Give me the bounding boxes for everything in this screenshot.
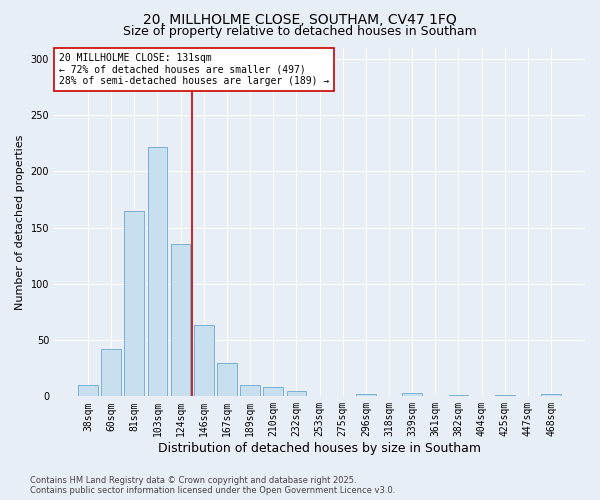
Bar bbox=[449, 395, 468, 396]
Y-axis label: Number of detached properties: Number of detached properties bbox=[15, 134, 25, 310]
Bar bbox=[124, 210, 144, 396]
X-axis label: Distribution of detached houses by size in Southam: Distribution of detached houses by size … bbox=[158, 442, 481, 455]
Bar bbox=[356, 394, 376, 396]
Bar bbox=[171, 244, 190, 396]
Bar bbox=[194, 326, 214, 396]
Bar bbox=[240, 385, 260, 396]
Text: 20, MILLHOLME CLOSE, SOUTHAM, CV47 1FQ: 20, MILLHOLME CLOSE, SOUTHAM, CV47 1FQ bbox=[143, 12, 457, 26]
Bar bbox=[78, 385, 98, 396]
Bar bbox=[148, 146, 167, 396]
Bar bbox=[101, 349, 121, 397]
Bar bbox=[287, 390, 306, 396]
Text: Size of property relative to detached houses in Southam: Size of property relative to detached ho… bbox=[123, 25, 477, 38]
Bar bbox=[495, 395, 515, 396]
Bar bbox=[541, 394, 561, 396]
Bar bbox=[217, 362, 237, 396]
Bar bbox=[263, 388, 283, 396]
Text: 20 MILLHOLME CLOSE: 131sqm
← 72% of detached houses are smaller (497)
28% of sem: 20 MILLHOLME CLOSE: 131sqm ← 72% of deta… bbox=[59, 52, 329, 86]
Bar bbox=[402, 393, 422, 396]
Text: Contains HM Land Registry data © Crown copyright and database right 2025.
Contai: Contains HM Land Registry data © Crown c… bbox=[30, 476, 395, 495]
